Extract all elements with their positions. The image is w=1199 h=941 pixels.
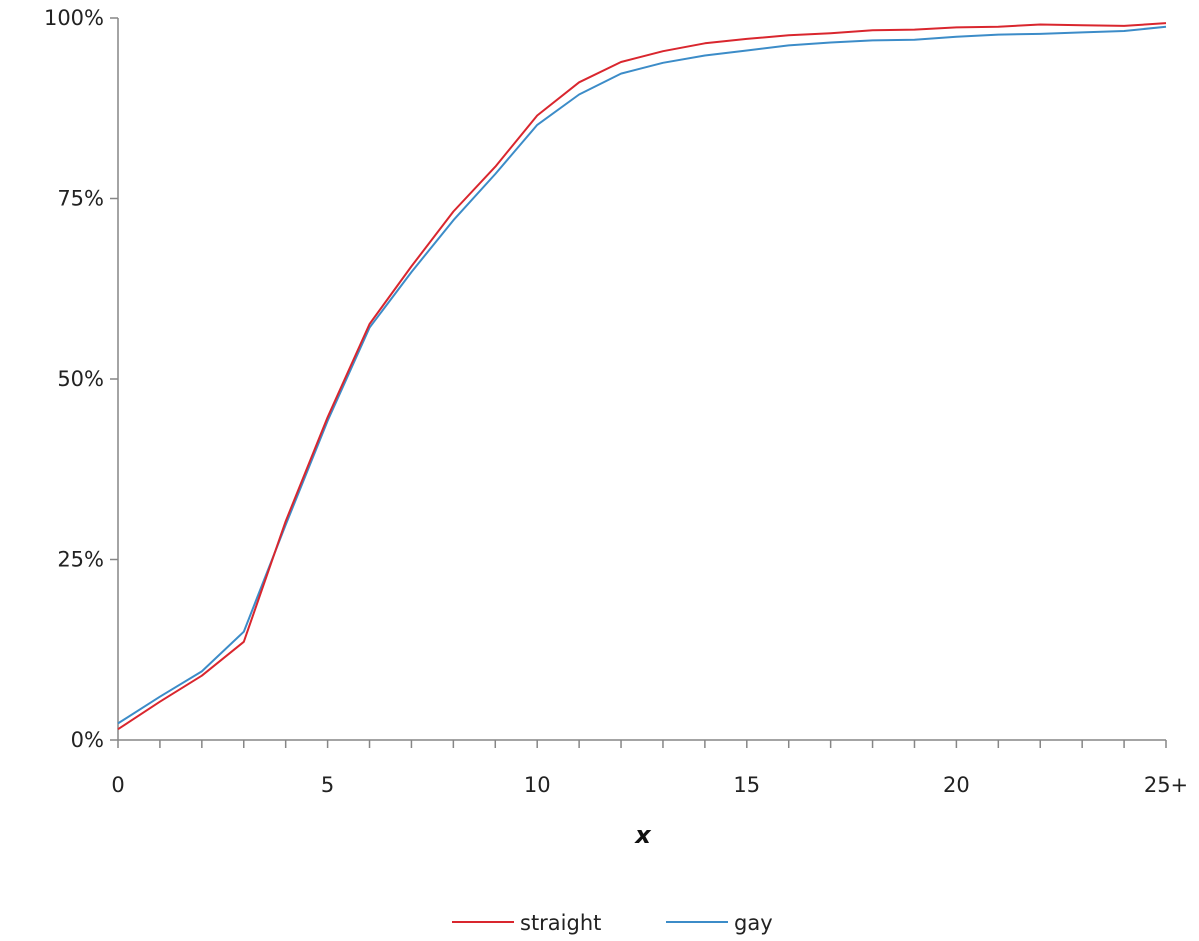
x-axis-title: x <box>634 821 652 849</box>
x-tick-label: 20 <box>943 773 970 797</box>
y-tick-label: 50% <box>57 367 104 391</box>
plot-series <box>117 22 1167 731</box>
y-tick-label: 75% <box>57 187 104 211</box>
y-tick-label: 25% <box>57 548 104 572</box>
legend-label-straight: straight <box>520 911 601 935</box>
x-tick-label: 5 <box>321 773 334 797</box>
y-tick-label: 100% <box>44 6 104 30</box>
series-line-gay <box>117 25 1167 725</box>
x-tick-label: 10 <box>524 773 551 797</box>
x-axis: 0 5 10 15 20 25+ <box>111 739 1188 797</box>
series-line-straight <box>117 22 1167 731</box>
x-tick-label: 25+ <box>1144 773 1188 797</box>
legend-label-gay: gay <box>734 911 773 935</box>
legend: straight gay <box>452 911 773 935</box>
x-tick-label: 0 <box>111 773 124 797</box>
y-tick-label: 0% <box>71 728 104 752</box>
x-tick-label: 15 <box>733 773 760 797</box>
y-axis: 0% 25% 50% 75% 100% <box>44 6 119 752</box>
